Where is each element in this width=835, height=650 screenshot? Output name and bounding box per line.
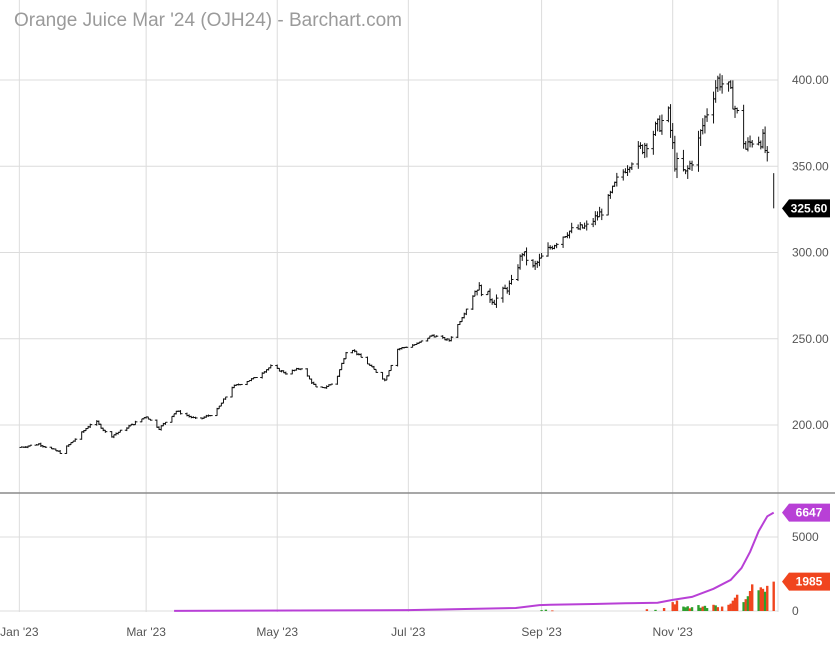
open-interest-series <box>174 511 775 612</box>
axis-labels: Jan '23 Mar '23 May '23 Jul '23 Sep '23 Nov '… <box>0 73 829 639</box>
volume-bar <box>716 607 720 611</box>
volume-bar <box>645 609 649 611</box>
x-tick-label: Mar '23 <box>126 625 166 639</box>
x-tick-label: May '23 <box>256 625 298 639</box>
price-bars <box>19 73 775 454</box>
volume-bar <box>766 585 769 611</box>
volume-bar <box>697 605 700 611</box>
x-tick-label: Sep '23 <box>521 625 562 639</box>
chart-title: Orange Juice Mar '24 (OJH24) - Barchart.… <box>14 10 402 31</box>
volume-marker-bg <box>782 572 830 591</box>
x-tick-label: Nov '23 <box>653 625 694 639</box>
volume-tick-label: 5000 <box>792 530 819 544</box>
volume-bar <box>540 610 543 611</box>
volume-bar <box>772 581 775 611</box>
open-interest-line <box>174 511 775 612</box>
volume-bar <box>544 609 548 611</box>
volume-bars <box>540 581 775 612</box>
volume-bar <box>727 604 730 611</box>
volume-bar <box>744 599 747 611</box>
volume-bar <box>763 591 767 611</box>
volume-bar <box>714 605 717 611</box>
volume-bar <box>675 600 679 611</box>
volume-bar <box>682 606 685 611</box>
volume-bar <box>751 584 754 611</box>
volume-bar <box>654 609 657 611</box>
volume-bar <box>731 600 735 611</box>
y-tick-label: 200.00 <box>792 418 829 432</box>
y-tick-label: 300.00 <box>792 246 829 260</box>
volume-bar <box>746 596 750 611</box>
open-interest-marker-label: 6647 <box>796 506 823 520</box>
volume-bar <box>757 590 760 611</box>
volume-bar <box>699 607 702 611</box>
volume-marker-label: 1985 <box>796 575 823 589</box>
volume-bar <box>705 608 709 611</box>
volume-bar <box>662 608 666 611</box>
volume-bar <box>712 604 715 611</box>
open-interest-marker-bg <box>782 503 830 522</box>
volume-bar <box>688 608 692 611</box>
volume-bar <box>729 603 732 611</box>
volume-bar <box>690 607 694 611</box>
last-price-marker-label: 325.60 <box>791 201 828 215</box>
volume-bar <box>703 605 707 611</box>
volume-bar <box>759 587 763 611</box>
x-tick-label: Jul '23 <box>391 625 426 639</box>
volume-bar <box>748 591 752 611</box>
volume-bar <box>671 602 674 611</box>
last-value-markers: 325.60 6647 1985 <box>782 199 830 591</box>
volume-bar <box>686 606 689 611</box>
volume-bar <box>701 606 704 611</box>
x-tick-label: Jan '23 <box>0 625 39 639</box>
volume-bar <box>742 602 745 611</box>
grid-layer <box>0 0 835 612</box>
y-tick-label: 350.00 <box>792 159 829 173</box>
volume-bar <box>735 594 739 611</box>
volume-bar <box>551 610 554 612</box>
volume-bar <box>720 606 724 611</box>
volume-bar <box>733 597 737 611</box>
volume-bar <box>761 588 765 611</box>
y-tick-label: 400.00 <box>792 73 829 87</box>
last-price-marker-bg <box>782 199 830 218</box>
y-tick-label: 250.00 <box>792 332 829 346</box>
volume-bar <box>673 604 677 611</box>
volume-bar <box>684 607 687 611</box>
volume-tick-label: 0 <box>792 604 799 618</box>
